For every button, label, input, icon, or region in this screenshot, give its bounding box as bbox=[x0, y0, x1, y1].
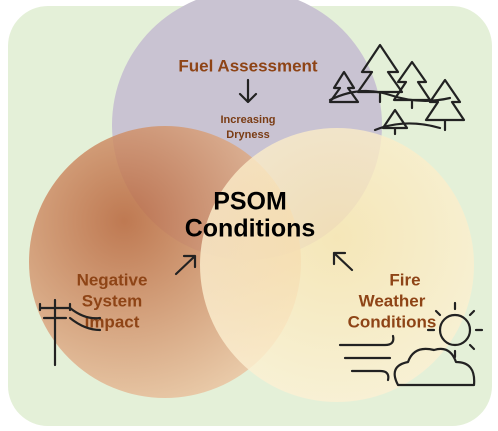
arrow bbox=[238, 78, 258, 104]
arrow bbox=[332, 251, 354, 272]
arrow bbox=[174, 254, 197, 276]
weather-icon bbox=[338, 301, 484, 387]
weather-circle bbox=[200, 128, 474, 402]
power-pole-icon bbox=[38, 298, 102, 367]
node-label: Negative bbox=[77, 270, 148, 289]
node-label: Conditions bbox=[348, 312, 437, 331]
center-label: Conditions bbox=[185, 215, 316, 243]
node-label: Fire bbox=[389, 270, 420, 289]
trees-icon bbox=[328, 43, 466, 136]
node-label: Weather bbox=[359, 291, 426, 310]
center-label: PSOM bbox=[213, 188, 287, 216]
node-note: Increasing bbox=[220, 114, 275, 126]
node-label: System bbox=[82, 291, 142, 310]
node-label: Fuel Assessment bbox=[178, 56, 318, 75]
node-note: Dryness bbox=[226, 129, 269, 141]
